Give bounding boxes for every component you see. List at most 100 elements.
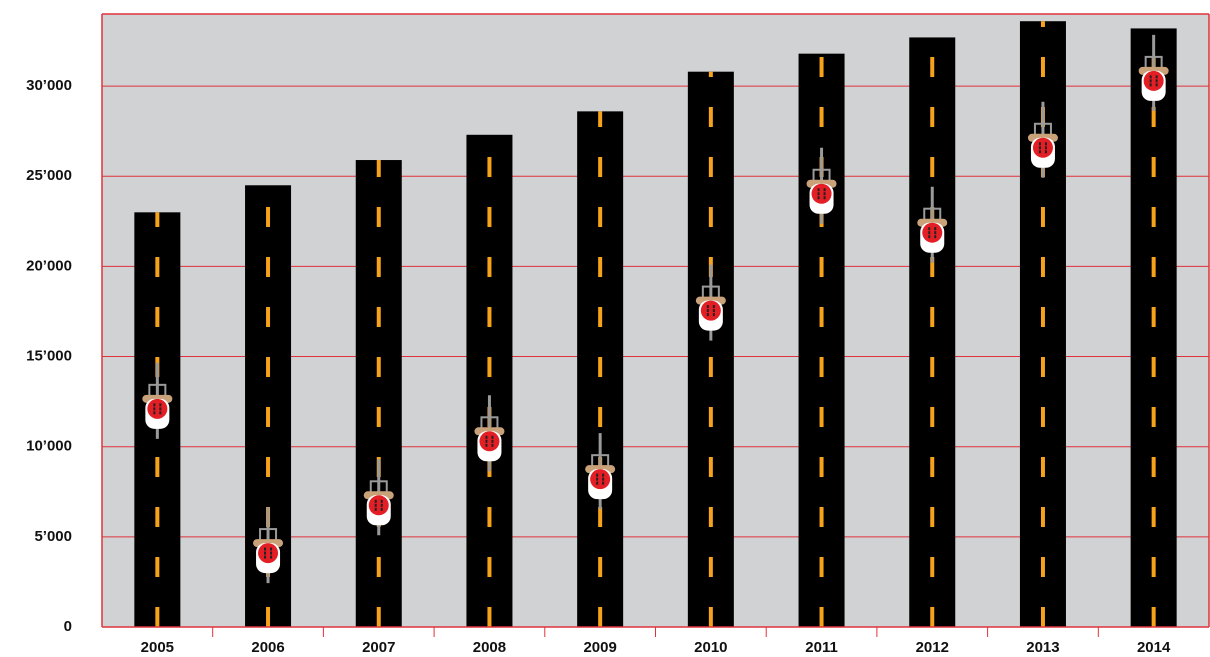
- x-tick-label: 2005: [141, 639, 174, 656]
- cyclist: [474, 395, 505, 472]
- helmet-vent: [596, 477, 599, 481]
- helmet-vent: [153, 411, 156, 415]
- helmet-vent: [153, 403, 156, 407]
- helmet-vent: [270, 555, 273, 559]
- helmet-vent: [380, 507, 383, 511]
- helmet-vent: [928, 227, 931, 231]
- helmet-vent: [159, 403, 162, 407]
- x-tick-label: 2007: [362, 639, 395, 656]
- helmet-vent: [1044, 146, 1047, 150]
- helmet-vent: [596, 481, 599, 485]
- helmet: [147, 398, 168, 419]
- x-tick-label: 2006: [251, 639, 284, 656]
- bar: [909, 37, 956, 628]
- helmet-vent: [602, 481, 605, 485]
- helmet-vent: [153, 407, 156, 411]
- helmet-vent: [928, 235, 931, 239]
- helmet-vent: [1155, 79, 1158, 83]
- helmet-vent: [596, 473, 599, 477]
- helmet: [590, 469, 611, 490]
- bar: [798, 53, 845, 627]
- cyclist: [1027, 101, 1058, 178]
- helmet-vent: [270, 551, 273, 555]
- cyclist: [695, 264, 726, 341]
- helmet-vent: [934, 235, 937, 239]
- helmet-vent: [485, 439, 488, 443]
- y-tick-label: 30’000: [26, 77, 72, 94]
- helmet: [700, 300, 721, 321]
- helmet-vent: [1155, 75, 1158, 79]
- helmet-vent: [264, 555, 267, 559]
- helmet-vent: [380, 499, 383, 503]
- y-tick-label: 25’000: [26, 167, 72, 184]
- helmet-vent: [602, 473, 605, 477]
- helmet-vent: [374, 507, 377, 511]
- helmet-vent: [1038, 146, 1041, 150]
- cyclist: [917, 186, 948, 263]
- cyclist: [806, 147, 837, 224]
- helmet-vent: [712, 309, 715, 313]
- y-tick-label: 0: [64, 618, 72, 635]
- helmet-vent: [934, 227, 937, 231]
- helmet-vent: [159, 407, 162, 411]
- helmet-vent: [491, 443, 494, 447]
- helmet-vent: [706, 313, 709, 317]
- helmet-vent: [485, 443, 488, 447]
- helmet-vent: [817, 192, 820, 196]
- y-tick-label: 10’000: [26, 438, 72, 455]
- helmet-vent: [1155, 83, 1158, 87]
- helmet-vent: [706, 309, 709, 313]
- helmet-vent: [374, 503, 377, 507]
- helmet: [922, 222, 943, 243]
- helmet-vent: [485, 435, 488, 439]
- helmet-vent: [270, 547, 273, 551]
- helmet: [811, 183, 832, 204]
- helmet-vent: [380, 503, 383, 507]
- helmet-vent: [264, 547, 267, 551]
- helmet-vent: [823, 196, 826, 200]
- helmet-vent: [817, 188, 820, 192]
- helmet-vent: [934, 231, 937, 235]
- y-tick-label: 5’000: [34, 528, 72, 545]
- x-tick-label: 2010: [694, 639, 727, 656]
- bar: [1130, 28, 1177, 628]
- bar: [355, 160, 402, 627]
- cyclist: [142, 362, 173, 439]
- cyclist: [253, 507, 284, 584]
- helmet-vent: [823, 192, 826, 196]
- x-tick-label: 2011: [805, 639, 838, 656]
- helmet: [1143, 70, 1164, 91]
- helmet-vent: [1044, 142, 1047, 146]
- y-tick-label: 20’000: [26, 257, 72, 274]
- helmet-vent: [1038, 150, 1041, 154]
- helmet: [368, 495, 389, 516]
- helmet-vent: [712, 305, 715, 309]
- helmet-vent: [712, 313, 715, 317]
- x-tick-label: 2013: [1026, 639, 1059, 656]
- cyclist: [363, 459, 394, 536]
- helmet-vent: [823, 188, 826, 192]
- helmet-vent: [264, 551, 267, 555]
- helmet-vent: [491, 439, 494, 443]
- helmet: [479, 431, 500, 452]
- helmet-vent: [706, 305, 709, 309]
- x-tick-label: 2008: [473, 639, 506, 656]
- helmet-vent: [491, 435, 494, 439]
- helmet-vent: [1149, 83, 1152, 87]
- helmet-vent: [602, 477, 605, 481]
- helmet-vent: [1038, 142, 1041, 146]
- x-tick-label: 2014: [1137, 639, 1171, 656]
- helmet-vent: [928, 231, 931, 235]
- helmet-vent: [1149, 79, 1152, 83]
- bar: [687, 71, 734, 628]
- helmet-vent: [1149, 75, 1152, 79]
- helmet: [1032, 137, 1053, 158]
- cyclist: [1138, 34, 1169, 111]
- x-tick-label: 2012: [916, 639, 949, 656]
- y-tick-label: 15’000: [26, 348, 72, 365]
- helmet-vent: [817, 196, 820, 200]
- cyclist: [585, 433, 616, 510]
- helmet-vent: [159, 411, 162, 415]
